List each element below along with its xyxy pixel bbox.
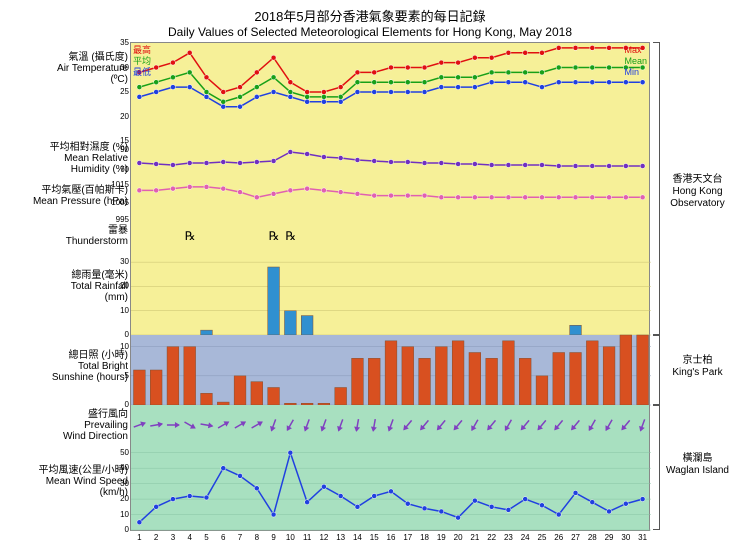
sun-panel: 0510	[130, 335, 650, 405]
title-cn: 2018年5月部分香港氣象要素的每日記錄	[0, 6, 740, 25]
title-en: Daily Values of Selected Meteorological …	[0, 25, 740, 39]
windspd-panel: 0102030405012345678910111213141516171819…	[130, 445, 650, 531]
temp-panel: 1520253035最高平均最低MaxMeanMin	[130, 42, 650, 141]
winddir-panel	[130, 405, 650, 445]
pressure-panel: 99510051015	[130, 180, 650, 225]
thunder-panel: ℞℞℞	[130, 225, 650, 250]
humidity-panel: 7090	[130, 140, 650, 180]
rain-panel: 0102030	[130, 250, 650, 335]
